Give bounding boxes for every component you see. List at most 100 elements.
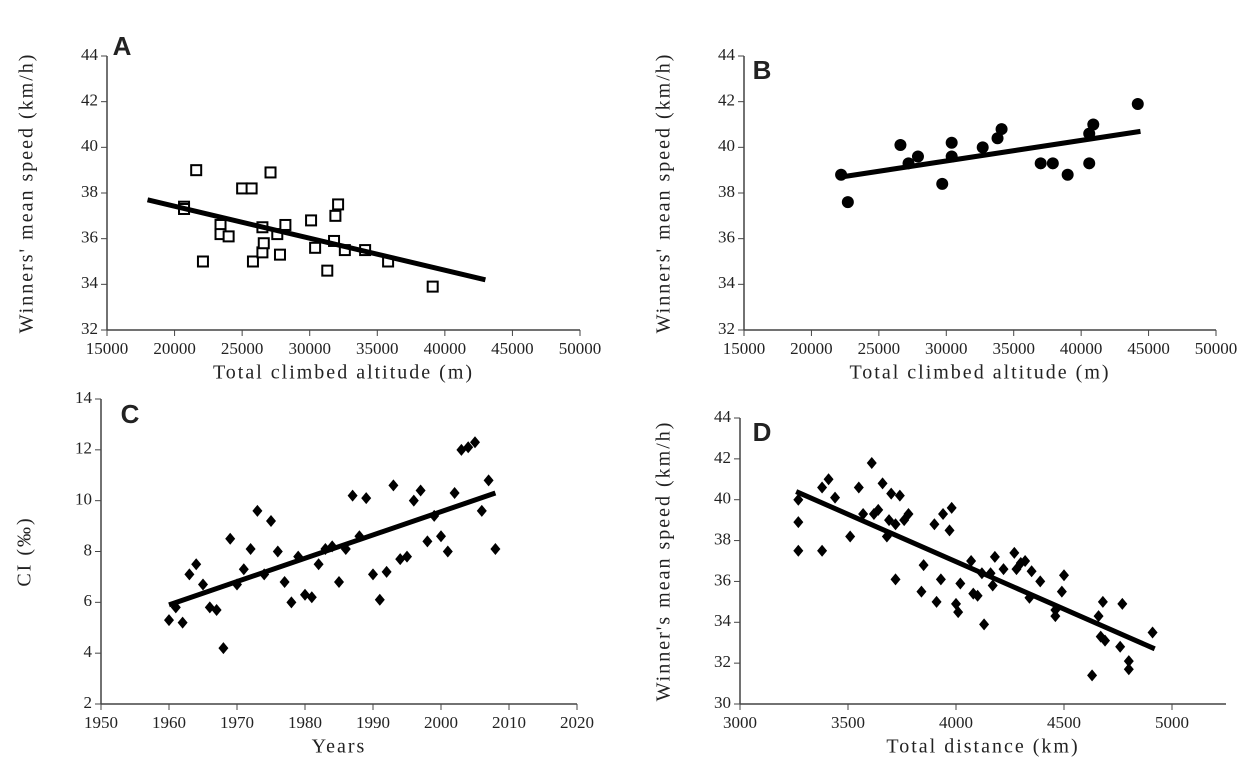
x-tick-label: 1970 xyxy=(220,713,254,732)
y-tick-label: 34 xyxy=(81,273,99,292)
data-point xyxy=(890,573,901,586)
data-point xyxy=(1123,663,1134,676)
y-tick-label: 40 xyxy=(714,489,731,508)
x-tick-label: 2020 xyxy=(560,713,594,732)
x-tick-label: 5000 xyxy=(1155,713,1189,732)
data-point xyxy=(361,492,372,505)
data-point xyxy=(1034,157,1047,170)
data-point xyxy=(886,487,897,500)
data-point xyxy=(938,508,949,521)
y-tick-label: 40 xyxy=(718,136,735,155)
data-point xyxy=(945,136,958,149)
data-point xyxy=(873,503,884,516)
y-tick-label: 44 xyxy=(81,45,99,64)
x-tick-label: 25000 xyxy=(858,339,901,358)
x-tick-label: 50000 xyxy=(1195,339,1238,358)
data-point xyxy=(830,491,841,504)
data-point xyxy=(238,563,249,576)
y-tick-label: 44 xyxy=(718,45,736,64)
x-tick-label: 40000 xyxy=(1060,339,1103,358)
panel: 32 34 36 38 40 42 44 15000 20000 25000 30000 35000 4… xyxy=(16,31,602,384)
data-point xyxy=(368,568,378,581)
data-point xyxy=(987,579,998,592)
data-point xyxy=(463,441,474,454)
data-point xyxy=(979,618,990,631)
x-tick-label: 15000 xyxy=(723,339,766,358)
data-point xyxy=(894,489,905,502)
data-point xyxy=(1123,655,1134,668)
data-point xyxy=(1046,157,1059,170)
data-point xyxy=(332,198,345,211)
x-axis-label: Total climbed altitude (m) xyxy=(213,362,474,384)
panel: 32 34 36 38 40 42 44 15000 20000 25000 30000 35000 4… xyxy=(653,45,1238,384)
data-point xyxy=(1131,97,1144,110)
y-tick-label: 32 xyxy=(81,319,98,338)
trend-line xyxy=(795,489,1156,652)
y-tick-label: 44 xyxy=(714,407,732,426)
data-point xyxy=(845,530,856,543)
x-tick-label: 45000 xyxy=(491,339,534,358)
data-point xyxy=(1020,555,1031,567)
data-point xyxy=(246,255,259,268)
data-point xyxy=(408,494,419,507)
y-tick-label: 4 xyxy=(84,642,93,661)
data-point xyxy=(483,474,494,487)
data-point xyxy=(935,573,946,586)
y-tick-label: 32 xyxy=(714,652,731,671)
x-tick-label: 35000 xyxy=(992,339,1035,358)
x-tick-label: 3500 xyxy=(831,713,865,732)
data-point xyxy=(436,530,446,543)
x-tick-label: 45000 xyxy=(1127,339,1170,358)
data-point xyxy=(442,545,453,558)
y-tick-label: 8 xyxy=(84,540,93,559)
data-point xyxy=(953,606,964,619)
data-point xyxy=(1087,669,1098,682)
data-point xyxy=(1147,626,1158,639)
data-point xyxy=(313,558,324,571)
data-point xyxy=(1083,157,1096,170)
x-tick-label: 30000 xyxy=(288,339,331,358)
y-tick-label: 12 xyxy=(75,439,92,458)
y-tick-label: 42 xyxy=(718,91,735,110)
data-point xyxy=(995,123,1008,136)
y-tick-label: 42 xyxy=(81,91,98,110)
x-axis-label: Total climbed altitude (m) xyxy=(849,362,1110,384)
data-point xyxy=(1009,546,1020,559)
x-tick-label: 35000 xyxy=(356,339,399,358)
data-point xyxy=(793,544,804,557)
trend-line xyxy=(168,490,497,608)
data-point xyxy=(918,559,929,572)
x-tick-label: 1980 xyxy=(288,713,322,732)
y-tick-label: 14 xyxy=(75,388,93,407)
data-point xyxy=(306,591,317,604)
data-point xyxy=(976,141,989,154)
y-tick-label: 38 xyxy=(81,182,98,201)
data-point xyxy=(374,593,385,606)
y-tick-label: 34 xyxy=(718,273,736,292)
data-point xyxy=(218,642,229,655)
y-tick-label: 42 xyxy=(714,448,731,467)
data-point xyxy=(1050,610,1061,623)
x-tick-label: 30000 xyxy=(925,339,968,358)
panel: 2 4 6 8 10 12 14 1950 1960 1970 1980 1990 2000 2010 20… xyxy=(14,388,594,758)
data-point xyxy=(989,550,1000,563)
data-point xyxy=(164,614,174,627)
data-point xyxy=(1035,575,1046,588)
data-point xyxy=(894,139,907,152)
y-tick-label: 36 xyxy=(714,570,731,589)
data-point xyxy=(1059,569,1069,582)
x-tick-label: 1950 xyxy=(84,713,118,732)
data-point xyxy=(903,508,914,521)
data-point xyxy=(877,477,888,490)
data-point xyxy=(793,493,804,506)
y-tick-label: 38 xyxy=(714,529,731,548)
data-point xyxy=(273,248,286,261)
x-tick-label: 4000 xyxy=(939,713,973,732)
panel-title: D xyxy=(753,417,772,447)
data-point xyxy=(449,487,460,500)
data-point xyxy=(321,264,334,277)
data-point xyxy=(817,544,828,557)
data-point xyxy=(955,577,966,590)
panel-title: B xyxy=(753,55,772,85)
data-point xyxy=(944,524,955,537)
